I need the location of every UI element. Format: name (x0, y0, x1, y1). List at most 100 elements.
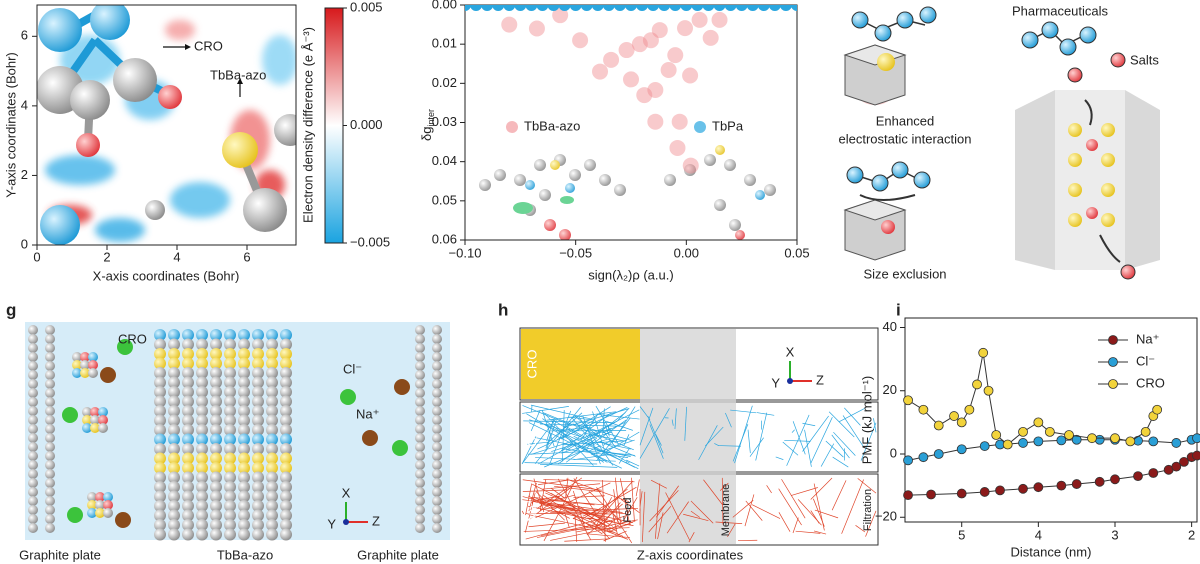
atom (182, 481, 194, 493)
atom (196, 376, 208, 389)
trajectory (718, 445, 741, 447)
axis-name: Z (372, 513, 380, 528)
point (465, 5, 471, 11)
atom (196, 509, 208, 522)
atom (252, 452, 264, 465)
point (918, 452, 929, 463)
atom (210, 405, 222, 417)
atom (210, 509, 222, 522)
trajectory (596, 417, 631, 462)
trajectory (601, 431, 640, 455)
trajectory (618, 448, 630, 464)
atom (182, 471, 194, 484)
atom (45, 469, 55, 479)
point (660, 62, 677, 79)
x-tick-label: 2 (1188, 527, 1195, 542)
trajectory (588, 445, 601, 452)
trajectory (602, 420, 610, 437)
point (1018, 483, 1028, 494)
point (1171, 461, 1182, 472)
atom (238, 462, 250, 474)
trajectory (727, 523, 736, 538)
point (711, 11, 728, 28)
trajectory (527, 441, 549, 445)
atom (432, 451, 442, 461)
atom (45, 433, 55, 443)
atom (280, 405, 292, 417)
atom (100, 367, 116, 383)
atom (154, 471, 166, 484)
atom (168, 509, 180, 522)
trajectory (804, 429, 812, 467)
trajectory (573, 495, 605, 498)
atom (154, 414, 166, 427)
point (1033, 482, 1044, 493)
atom (266, 357, 278, 370)
trajectory (649, 424, 664, 459)
point (791, 5, 797, 11)
point (547, 5, 560, 11)
atom (224, 509, 236, 522)
atom (82, 415, 92, 425)
trajectory (538, 442, 577, 465)
trajectory (536, 524, 602, 538)
point (1110, 474, 1120, 485)
atom (224, 519, 236, 531)
axis-origin (343, 519, 349, 525)
trajectory (730, 409, 757, 414)
atom (98, 415, 108, 425)
atom (238, 528, 250, 541)
atom (82, 423, 92, 433)
atom (168, 386, 180, 398)
trajectory (631, 477, 635, 522)
atom (224, 462, 236, 474)
atom (28, 469, 38, 479)
atom (28, 379, 38, 389)
atom (28, 433, 38, 443)
point (956, 444, 967, 455)
atom (182, 414, 194, 427)
atom (210, 433, 222, 446)
atom (432, 505, 442, 515)
point (470, 5, 483, 11)
atom (210, 329, 222, 341)
atom (415, 424, 425, 434)
trajectory (532, 483, 608, 523)
trajectory (595, 405, 619, 444)
atom (252, 462, 264, 474)
trajectory (582, 486, 637, 519)
atom (182, 509, 194, 522)
atom (88, 368, 98, 378)
trajectory (745, 500, 763, 521)
point (492, 5, 505, 11)
atom (210, 519, 222, 531)
atom (196, 405, 208, 417)
point (658, 5, 671, 11)
point (682, 67, 699, 84)
point (1148, 436, 1159, 447)
atom (28, 442, 38, 452)
point (580, 5, 593, 11)
trajectory (545, 419, 557, 452)
atom (266, 376, 278, 389)
trajectory (574, 513, 578, 543)
trajectory (521, 510, 525, 515)
atom (45, 388, 55, 398)
trajectory (613, 489, 619, 523)
point (735, 5, 748, 11)
atom (87, 492, 97, 502)
atom (182, 329, 194, 341)
atom (28, 325, 38, 335)
atom (252, 509, 264, 522)
atom (168, 348, 180, 360)
trajectory (564, 538, 610, 542)
trajectory (607, 461, 622, 469)
atom (28, 496, 38, 506)
point (1056, 480, 1067, 491)
atom (182, 424, 194, 436)
atom (210, 357, 222, 370)
trajectory (592, 411, 606, 453)
point (691, 11, 708, 28)
atom (196, 357, 208, 370)
atom (182, 500, 194, 512)
